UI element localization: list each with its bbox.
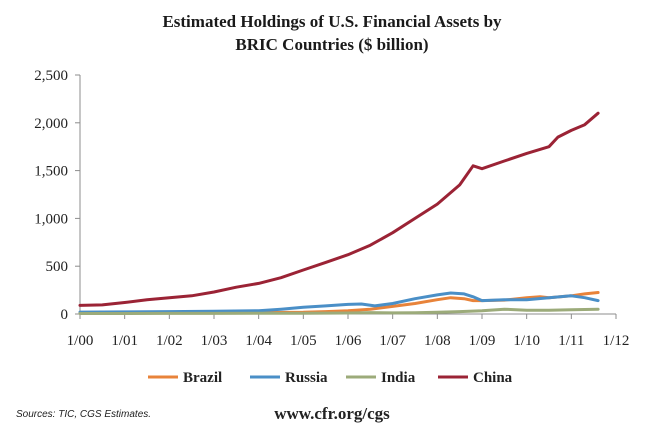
x-tick-label: 1/09 <box>469 333 496 349</box>
x-tick-label: 1/12 <box>603 333 630 349</box>
x-tick-label: 1/00 <box>67 333 94 349</box>
x-axis-ticks: 1/00 1/01 1/02 1/03 1/04 1/05 1/06 1/07 1/08 1/09… <box>67 314 630 349</box>
x-tick-label: 1/05 <box>290 333 317 349</box>
chart-title: Estimated Holdings of U.S. Financial Ass… <box>0 10 664 56</box>
series-line-russia <box>78 291 600 314</box>
x-tick-label: 1/03 <box>201 333 228 349</box>
y-tick-label: 1,500 <box>34 164 68 180</box>
x-tick-label: 1/06 <box>335 333 362 349</box>
chart-title-line2: BRIC Countries ($ billion) <box>235 35 429 54</box>
source-note: Sources: TIC, CGS Estimates. <box>16 409 152 420</box>
series-lines <box>78 111 600 315</box>
footer-url: www.cfr.org/cgs <box>274 404 390 423</box>
legend-label-brazil: Brazil <box>183 370 222 386</box>
x-tick-label: 1/01 <box>111 333 138 349</box>
x-tick-label: 1/11 <box>558 333 584 349</box>
chart-title-line1: Estimated Holdings of U.S. Financial Ass… <box>162 12 502 31</box>
series-line-india <box>78 307 600 315</box>
legend-label-india: India <box>381 370 416 386</box>
x-tick-label: 1/02 <box>156 333 183 349</box>
chart-axes <box>79 75 616 315</box>
y-axis-ticks: 0 500 1,000 1,500 2,000 2,500 <box>34 68 80 323</box>
series-line-china <box>78 111 600 307</box>
x-tick-label: 1/04 <box>245 333 272 349</box>
y-tick-label: 0 <box>61 307 69 323</box>
y-tick-label: 2,000 <box>34 116 68 132</box>
y-tick-label: 2,500 <box>34 68 68 84</box>
legend-label-russia: Russia <box>285 370 328 386</box>
x-tick-label: 1/07 <box>379 333 406 349</box>
y-tick-label: 1,000 <box>34 211 68 227</box>
x-tick-label: 1/10 <box>513 333 540 349</box>
x-tick-label: 1/08 <box>424 333 451 349</box>
y-tick-label: 500 <box>46 259 69 275</box>
legend-label-china: China <box>473 370 513 386</box>
legend: Brazil Russia India China <box>148 370 513 386</box>
